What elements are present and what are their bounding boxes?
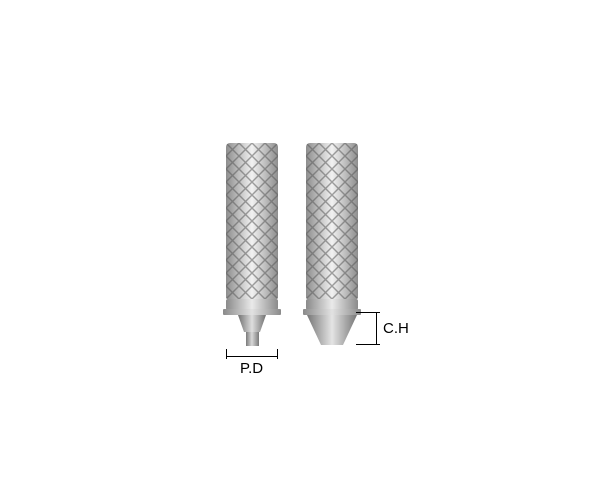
diagram-canvas: P.D C.H: [0, 0, 600, 500]
dim-ch-tick-top: [373, 312, 380, 313]
dim-pd-label: P.D: [240, 360, 263, 377]
knurl-pattern: [306, 143, 358, 299]
knurled-body-right: [306, 143, 358, 299]
dim-pd-tick-right: [277, 349, 278, 359]
dim-ch-tick-bot: [373, 344, 380, 345]
cone-right: [307, 315, 357, 345]
dim-pd-line: [226, 356, 278, 357]
post-left: [246, 332, 259, 346]
dim-ch-label: C.H: [383, 320, 409, 337]
hex-base-left: [238, 315, 266, 332]
dim-ch-vert: [376, 312, 377, 345]
dim-pd-tick-left: [226, 349, 227, 359]
knurled-body-left: [226, 143, 278, 299]
knurl-pattern: [226, 143, 278, 299]
